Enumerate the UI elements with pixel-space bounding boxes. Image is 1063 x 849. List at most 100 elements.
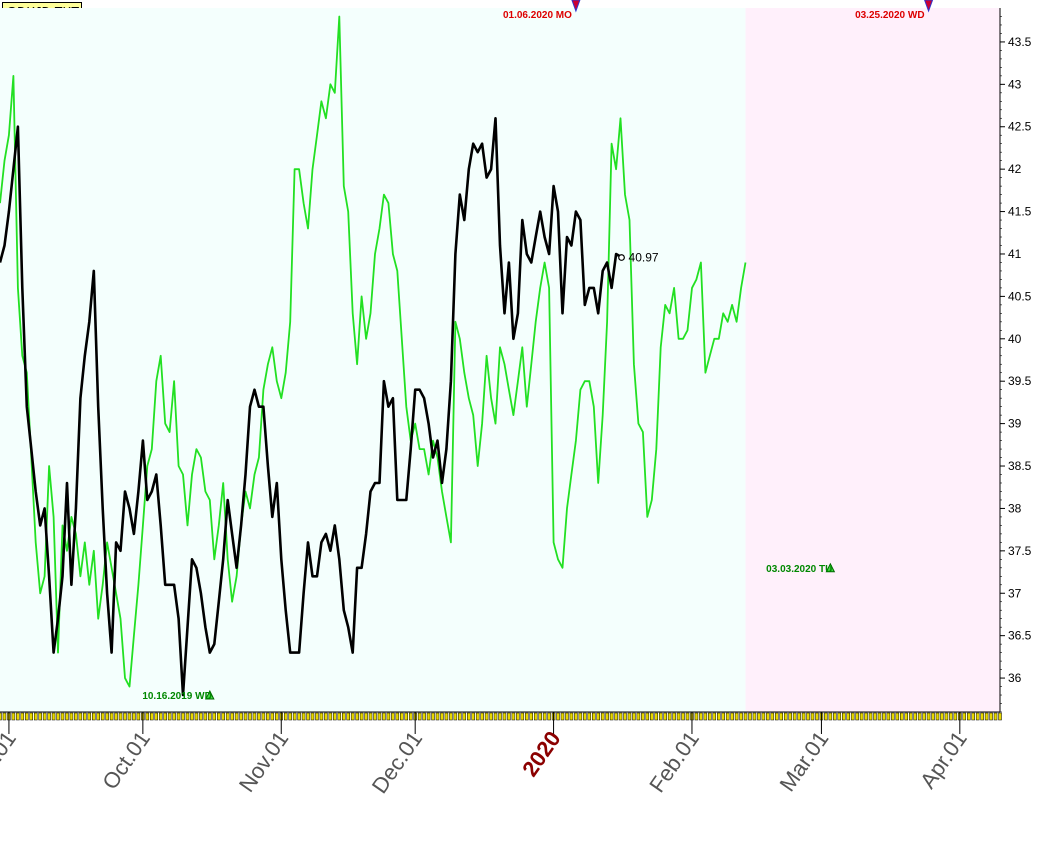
- x-day-tick: [391, 712, 395, 721]
- x-day-tick: [109, 712, 114, 721]
- x-day-tick: [270, 712, 275, 721]
- y-tick-label: 41.5: [1008, 205, 1032, 219]
- x-day-tick: [74, 712, 78, 721]
- x-day-tick: [373, 712, 377, 721]
- x-day-tick: [283, 712, 288, 721]
- x-day-tick: [779, 712, 783, 721]
- x-day-tick: [449, 712, 453, 721]
- x-tick-label: Nov.01: [234, 727, 294, 797]
- x-day-tick: [114, 712, 118, 721]
- x-day-tick: [926, 712, 931, 721]
- x-day-tick: [891, 712, 895, 721]
- x-day-tick: [252, 712, 257, 721]
- x-tick-label: Sep.01: [0, 727, 21, 798]
- x-day-tick: [132, 712, 136, 721]
- x-day-tick: [172, 712, 176, 721]
- x-day-tick: [565, 712, 569, 721]
- x-day-tick: [748, 712, 752, 721]
- x-day-tick: [609, 712, 614, 721]
- x-day-tick: [38, 712, 42, 721]
- y-tick-label: 42: [1008, 162, 1022, 176]
- x-day-tick: [730, 712, 734, 721]
- low-date-annotation: 03.03.2020 TU: [766, 564, 832, 575]
- series-green-line: [0, 15, 747, 688]
- x-day-tick: [516, 712, 520, 721]
- y-tick-label: 38: [1008, 501, 1022, 515]
- x-day-tick: [163, 712, 167, 721]
- x-day-tick: [426, 712, 431, 721]
- y-tick-label: 40.5: [1008, 289, 1032, 303]
- x-day-tick: [547, 712, 551, 721]
- x-day-tick: [25, 712, 29, 721]
- x-day-tick: [386, 712, 391, 721]
- x-day-tick: [368, 712, 373, 721]
- x-day-tick: [417, 712, 422, 721]
- x-day-tick: [600, 712, 605, 721]
- x-day-tick: [408, 712, 413, 721]
- x-day-tick: [797, 712, 801, 721]
- x-day-tick: [422, 712, 426, 721]
- x-day-tick: [230, 712, 234, 721]
- x-day-tick: [493, 712, 498, 721]
- x-day-tick: [859, 712, 864, 721]
- x-day-tick: [158, 712, 163, 721]
- x-day-tick: [337, 712, 342, 721]
- x-day-tick: [105, 712, 109, 721]
- x-day-tick: [382, 712, 386, 721]
- x-day-tick: [33, 712, 38, 721]
- x-day-tick: [234, 712, 239, 721]
- x-day-tick: [297, 712, 301, 721]
- x-day-tick: [364, 712, 368, 721]
- x-day-tick: [792, 712, 797, 721]
- x-day-tick: [471, 712, 475, 721]
- x-day-tick: [69, 712, 74, 721]
- x-day-tick: [850, 712, 855, 721]
- low-date-annotation: 10.16.2019 WD: [142, 691, 212, 702]
- x-day-tick: [676, 712, 681, 721]
- x-day-tick: [837, 712, 842, 721]
- x-day-tick: [993, 712, 998, 721]
- x-day-tick: [694, 712, 699, 721]
- x-day-tick: [248, 712, 252, 721]
- x-day-tick: [225, 712, 230, 721]
- x-day-tick: [83, 712, 87, 721]
- x-day-tick: [0, 712, 2, 721]
- x-day-tick: [458, 712, 462, 721]
- x-day-tick: [855, 712, 859, 721]
- x-day-tick: [815, 712, 819, 721]
- x-day-tick: [328, 712, 333, 721]
- x-day-tick: [47, 712, 51, 721]
- y-axis: 36 36.5 37 37.5 38 38.5 39 39.5 40 40.5 41 41.5 42 42…: [999, 8, 1032, 713]
- x-day-tick: [511, 712, 516, 721]
- x-day-tick: [203, 712, 208, 721]
- x-day-tick: [886, 712, 891, 721]
- x-day-tick: [721, 712, 725, 721]
- x-day-tick: [261, 712, 266, 721]
- x-day-tick: [395, 712, 400, 721]
- x-day-tick: [239, 712, 243, 721]
- x-day-tick: [556, 712, 560, 721]
- x-day-tick: [574, 712, 578, 721]
- x-day-tick: [2, 712, 7, 721]
- x-day-tick: [319, 712, 324, 721]
- x-day-tick: [275, 712, 279, 721]
- x-day-tick: [221, 712, 225, 721]
- series-layer: 40.97: [0, 15, 747, 697]
- x-day-tick: [940, 712, 944, 721]
- x-day-tick: [913, 712, 917, 721]
- x-day-tick: [560, 712, 565, 721]
- x-day-tick: [788, 712, 792, 721]
- x-day-tick: [725, 712, 730, 721]
- x-day-tick: [587, 712, 592, 721]
- x-day-tick: [118, 712, 123, 721]
- x-day-tick: [663, 712, 667, 721]
- x-day-tick: [462, 712, 467, 721]
- x-day-tick: [708, 712, 712, 721]
- x-day-tick: [681, 712, 685, 721]
- x-day-tick: [217, 712, 221, 721]
- chart-background: [0, 8, 1000, 712]
- x-day-tick: [301, 712, 306, 721]
- high-date-annotation: 03.25.2020 WD: [855, 10, 925, 21]
- high-marker-arrow: [924, 0, 934, 13]
